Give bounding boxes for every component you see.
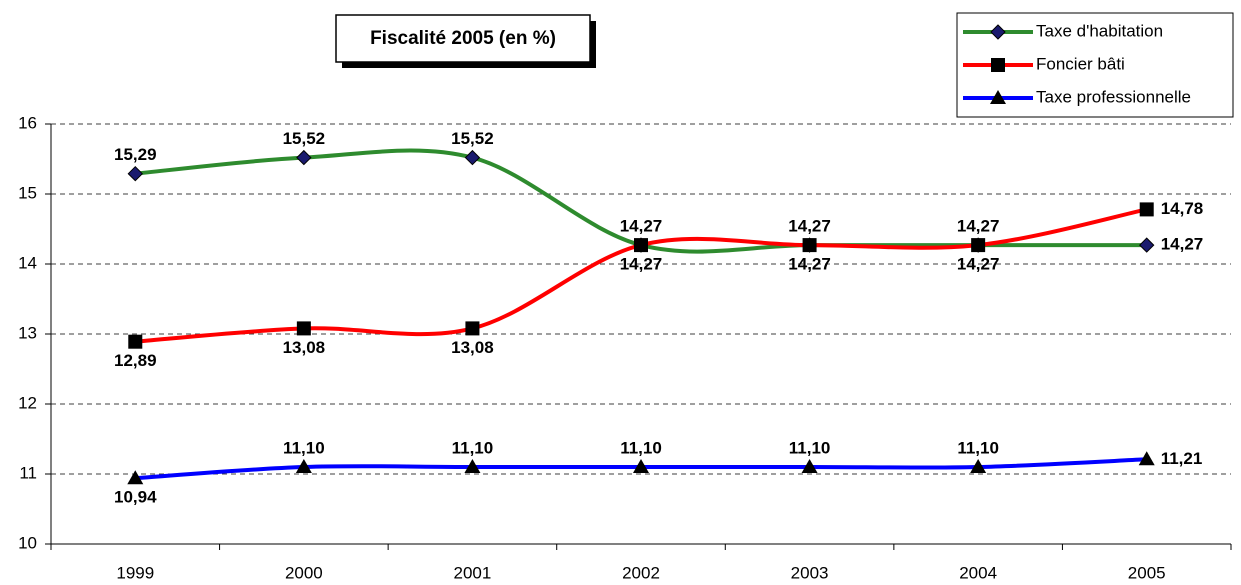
data-label: 14,27 bbox=[620, 217, 663, 236]
y-tick-label: 14 bbox=[18, 253, 37, 272]
data-label: 14,27 bbox=[620, 255, 663, 274]
data-label: 11,10 bbox=[957, 438, 999, 457]
data-label: 11,10 bbox=[452, 438, 494, 457]
marker bbox=[802, 238, 817, 253]
y-tick-label: 16 bbox=[18, 113, 37, 132]
data-label: 15,29 bbox=[114, 145, 157, 164]
marker bbox=[633, 459, 649, 473]
marker bbox=[295, 459, 312, 473]
x-tick-label: 2004 bbox=[959, 563, 997, 582]
marker bbox=[990, 24, 1006, 40]
marker bbox=[971, 238, 986, 253]
marker bbox=[970, 459, 987, 473]
x-tick-label: 2002 bbox=[622, 563, 660, 582]
data-label: 13,08 bbox=[283, 338, 326, 357]
data-label: 11,21 bbox=[1161, 449, 1203, 468]
data-label: 14,78 bbox=[1161, 199, 1204, 218]
data-label: 11,10 bbox=[789, 438, 831, 457]
data-label: 14,27 bbox=[1161, 235, 1204, 254]
marker bbox=[296, 321, 311, 336]
data-label: 13,08 bbox=[451, 338, 494, 357]
y-tick-label: 13 bbox=[18, 323, 37, 342]
marker bbox=[128, 334, 143, 349]
data-label: 11,10 bbox=[283, 438, 325, 457]
marker bbox=[465, 321, 480, 336]
data-label: 14,27 bbox=[788, 217, 831, 236]
data-label: 12,89 bbox=[114, 351, 157, 370]
x-tick-label: 2003 bbox=[791, 563, 829, 582]
x-tick-label: 2001 bbox=[454, 563, 492, 582]
chart-title: Fiscalité 2005 (en %) bbox=[370, 28, 556, 49]
y-tick-label: 12 bbox=[18, 393, 37, 412]
data-label: 14,27 bbox=[957, 255, 1000, 274]
marker bbox=[1138, 451, 1155, 466]
marker bbox=[801, 459, 818, 473]
x-tick-label: 2000 bbox=[285, 563, 323, 582]
x-tick-label: 2005 bbox=[1128, 563, 1166, 582]
marker bbox=[464, 149, 481, 166]
data-label: 10,94 bbox=[114, 488, 157, 507]
title-box bbox=[335, 14, 591, 63]
data-label: 15,52 bbox=[451, 129, 494, 148]
marker bbox=[127, 470, 144, 485]
marker bbox=[1139, 202, 1154, 217]
marker bbox=[634, 238, 648, 253]
data-label: 14,27 bbox=[788, 255, 831, 274]
marker bbox=[464, 459, 481, 473]
data-label: 11,10 bbox=[620, 438, 662, 457]
legend-label: Taxe professionnelle bbox=[1036, 87, 1191, 106]
marker bbox=[990, 90, 1006, 104]
data-label: 15,52 bbox=[283, 129, 326, 148]
series-line bbox=[135, 148, 1147, 254]
y-tick-label: 10 bbox=[18, 533, 37, 552]
marker bbox=[296, 149, 312, 166]
data-label: 14,27 bbox=[957, 217, 1000, 236]
marker bbox=[127, 165, 143, 182]
legend-label: Taxe d'habitation bbox=[1036, 21, 1163, 40]
legend-label: Foncier bâti bbox=[1036, 54, 1125, 73]
y-tick-label: 15 bbox=[18, 183, 37, 202]
marker bbox=[991, 58, 1005, 72]
y-tick-label: 11 bbox=[19, 463, 37, 482]
marker bbox=[1139, 237, 1155, 253]
x-tick-label: 1999 bbox=[116, 563, 154, 582]
